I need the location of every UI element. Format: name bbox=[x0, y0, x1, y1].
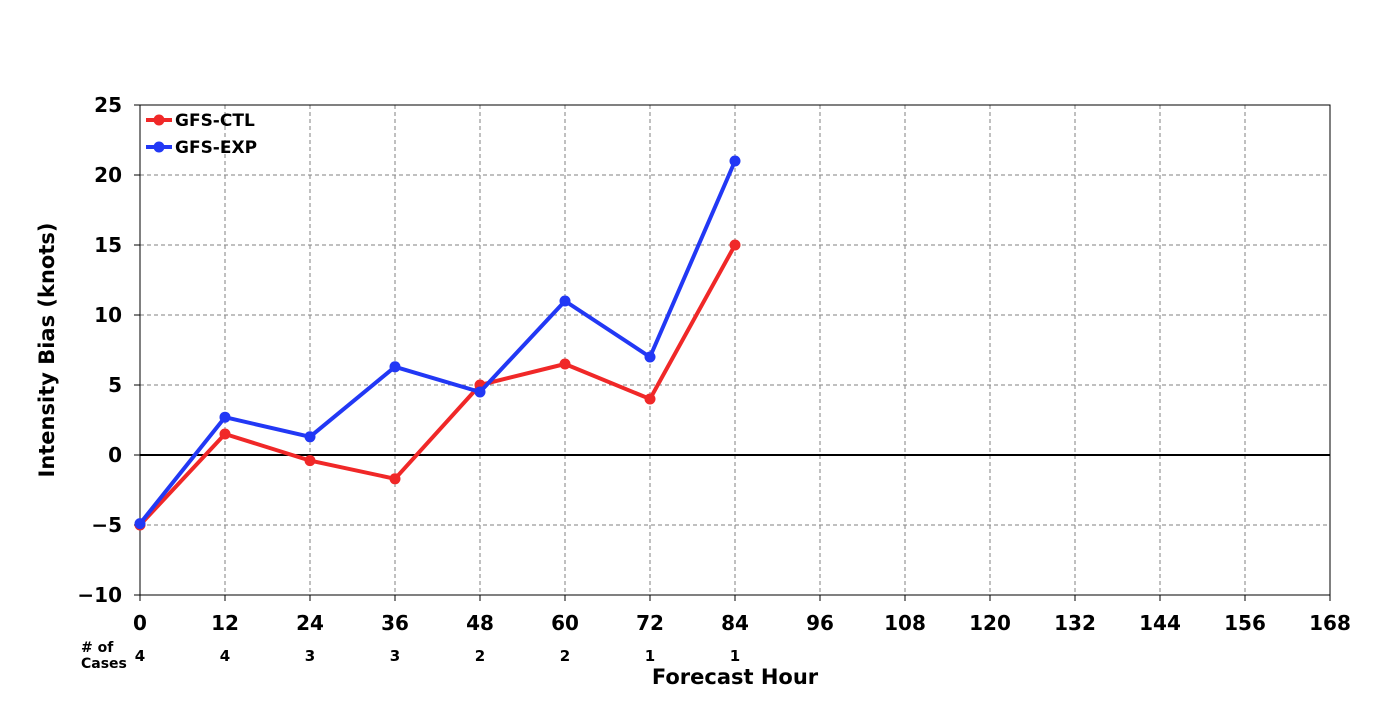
legend: GFS-CTL GFS-EXP bbox=[146, 111, 257, 158]
x-tick-label-14: 168 bbox=[1309, 611, 1351, 635]
case-count-5: 2 bbox=[560, 647, 570, 665]
x-tick-label-2: 24 bbox=[296, 611, 324, 635]
case-count-6: 1 bbox=[645, 647, 655, 665]
y-tick-label-5: 15 bbox=[94, 233, 122, 257]
cases-label-line2: Cases bbox=[81, 656, 127, 672]
y-tick-label-0: −10 bbox=[77, 583, 122, 607]
x-tick-label-12: 144 bbox=[1139, 611, 1181, 635]
series-lines bbox=[134, 155, 741, 531]
y-axis-label: Intensity Bias (knots) bbox=[35, 223, 59, 478]
y-tick-label-6: 20 bbox=[94, 163, 122, 187]
y-tick-label-1: −5 bbox=[91, 513, 122, 537]
series-line-0 bbox=[138, 244, 737, 527]
series-1-point-2 bbox=[304, 431, 316, 443]
legend-label-0: GFS-CTL bbox=[175, 111, 255, 131]
series-1-point-7 bbox=[729, 155, 741, 167]
series-0-point-3 bbox=[389, 473, 401, 485]
series-1-point-3 bbox=[389, 361, 401, 373]
x-tick-label-10: 120 bbox=[969, 611, 1011, 635]
series-0-point-2 bbox=[304, 455, 316, 467]
case-count-3: 3 bbox=[390, 647, 400, 665]
x-tick-label-3: 36 bbox=[381, 611, 409, 635]
series-1-point-0 bbox=[134, 518, 146, 530]
x-tick-label-13: 156 bbox=[1224, 611, 1266, 635]
legend-swatch-marker-1 bbox=[153, 141, 165, 153]
x-tick-label-5: 60 bbox=[551, 611, 579, 635]
case-count-7: 1 bbox=[730, 647, 740, 665]
x-tick-label-4: 48 bbox=[466, 611, 494, 635]
series-line-1 bbox=[138, 160, 737, 525]
series-0-point-7 bbox=[729, 239, 741, 251]
x-tick-label-8: 96 bbox=[806, 611, 834, 635]
x-tick-label-7: 84 bbox=[721, 611, 749, 635]
y-tick-label-4: 10 bbox=[94, 303, 122, 327]
series-1-point-5 bbox=[559, 295, 571, 307]
cases-label-line1: # of bbox=[81, 640, 114, 656]
x-tick-label-9: 108 bbox=[884, 611, 926, 635]
x-tick-label-1: 12 bbox=[211, 611, 239, 635]
series-1-point-1 bbox=[219, 411, 231, 423]
x-axis-label: Forecast Hour bbox=[652, 665, 819, 689]
y-tick-label-3: 5 bbox=[108, 373, 122, 397]
series-0-point-6 bbox=[644, 393, 656, 405]
x-tick-label-0: 0 bbox=[133, 611, 147, 635]
y-tick-label-7: 25 bbox=[94, 93, 122, 117]
grid-lines bbox=[140, 105, 1330, 595]
legend-label-1: GFS-EXP bbox=[175, 138, 257, 158]
y-tick-label-2: 0 bbox=[108, 443, 122, 467]
series-0-point-5 bbox=[559, 358, 571, 370]
case-count-1: 4 bbox=[220, 647, 230, 665]
x-axis-ticks: 0 12 24 36 48 60 72 84 96 108 120 132 144 156 168 bbox=[133, 595, 1351, 635]
cases-row: # of Cases 4 4 3 3 2 2 1 1 bbox=[81, 640, 740, 672]
case-count-0: 4 bbox=[135, 647, 145, 665]
legend-swatch-marker-0 bbox=[153, 114, 165, 126]
case-count-2: 3 bbox=[305, 647, 315, 665]
y-axis-ticks: −10 −5 0 5 10 15 20 25 bbox=[77, 93, 140, 607]
series-1-point-4 bbox=[474, 386, 486, 398]
x-tick-label-6: 72 bbox=[636, 611, 664, 635]
series-0-point-1 bbox=[219, 428, 231, 440]
x-tick-label-11: 132 bbox=[1054, 611, 1096, 635]
case-count-4: 2 bbox=[475, 647, 485, 665]
series-1-point-6 bbox=[644, 351, 656, 363]
